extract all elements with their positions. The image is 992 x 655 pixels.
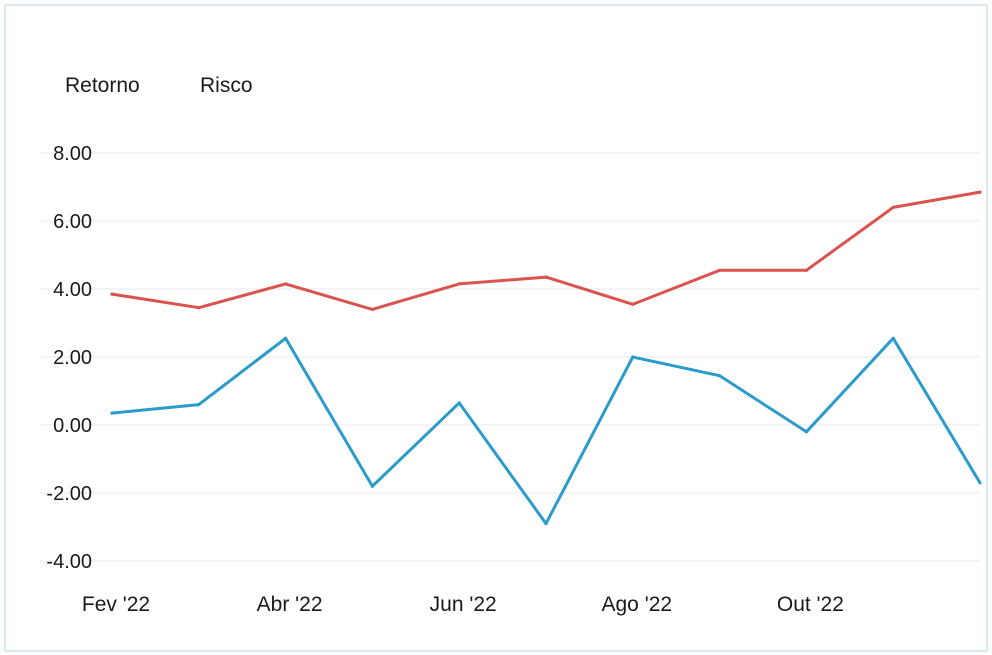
grid-lines bbox=[40, 152, 980, 562]
x-tick-label: Abr '22 bbox=[257, 593, 323, 616]
data-point-retorno[interactable] bbox=[544, 522, 548, 526]
series-lines bbox=[110, 190, 982, 526]
chart-frame bbox=[4, 4, 988, 652]
data-point-risco[interactable] bbox=[544, 275, 548, 279]
data-point-retorno[interactable] bbox=[804, 430, 809, 434]
y-tick-label: -2.00 bbox=[46, 483, 92, 505]
x-axis-ticks: Fev '22 Abr '22 Jun '22 Ago '22 Out '22 bbox=[82, 593, 844, 616]
data-point-retorno[interactable] bbox=[978, 481, 982, 485]
data-point-retorno[interactable] bbox=[718, 374, 722, 378]
chart-legend: Retorno Risco bbox=[65, 74, 253, 97]
y-tick-label: 0.00 bbox=[53, 415, 92, 437]
legend-item-retorno[interactable]: Retorno bbox=[65, 74, 140, 97]
x-tick-label: Fev '22 bbox=[82, 593, 150, 616]
x-tick-label: Out '22 bbox=[777, 593, 844, 616]
y-tick-label: 8.00 bbox=[53, 143, 92, 165]
data-point-risco[interactable] bbox=[804, 268, 809, 272]
data-point-risco[interactable] bbox=[457, 282, 461, 286]
data-point-retorno[interactable] bbox=[631, 355, 635, 359]
data-point-retorno[interactable] bbox=[457, 401, 461, 405]
data-point-risco[interactable] bbox=[370, 307, 374, 311]
series-line-retorno bbox=[110, 336, 982, 526]
data-point-risco[interactable] bbox=[891, 205, 895, 209]
data-point-risco[interactable] bbox=[978, 190, 982, 194]
data-point-retorno[interactable] bbox=[197, 403, 201, 407]
data-point-risco[interactable] bbox=[718, 268, 722, 272]
legend-item-risco[interactable]: Risco bbox=[200, 74, 253, 97]
series-line-risco bbox=[110, 190, 982, 311]
data-point-risco[interactable] bbox=[631, 302, 635, 306]
data-point-retorno[interactable] bbox=[370, 484, 374, 488]
y-axis-ticks: 8.00 6.00 4.00 2.00 0.00 -2.00 -4.00 bbox=[46, 143, 92, 573]
data-point-retorno[interactable] bbox=[891, 336, 895, 340]
y-tick-label: 4.00 bbox=[53, 279, 92, 301]
data-point-risco[interactable] bbox=[197, 306, 201, 310]
y-tick-label: -4.00 bbox=[46, 551, 92, 573]
x-tick-label: Ago '22 bbox=[602, 593, 673, 616]
y-tick-label: 2.00 bbox=[53, 347, 92, 369]
y-tick-label: 6.00 bbox=[53, 211, 92, 233]
data-point-risco[interactable] bbox=[284, 282, 288, 286]
data-point-retorno[interactable] bbox=[110, 411, 114, 415]
data-point-risco[interactable] bbox=[110, 292, 114, 296]
data-point-retorno[interactable] bbox=[284, 336, 288, 340]
x-tick-label: Jun '22 bbox=[430, 593, 497, 616]
